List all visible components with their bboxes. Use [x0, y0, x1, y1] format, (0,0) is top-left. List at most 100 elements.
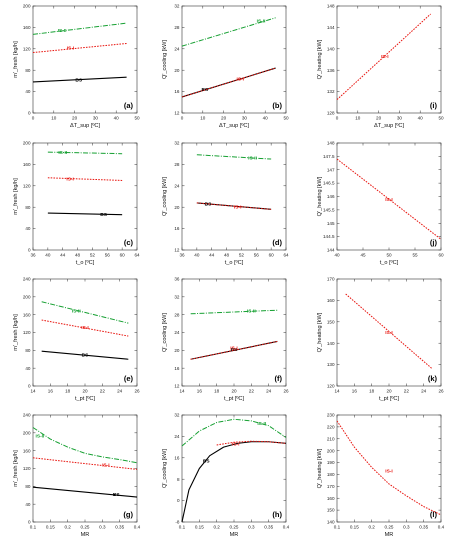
x-tick-label: 40 [263, 116, 269, 121]
x-tick-label: 56 [105, 253, 111, 258]
y-tick-label: 190 [327, 460, 335, 465]
x-tick-label: 14 [334, 389, 340, 394]
x-tick-label: 50 [134, 116, 140, 121]
series-line-is-ii [181, 418, 287, 447]
panel-j: 40 45 50 55 60 144 144.5 145 145.5 146 146.5 147 147… [317, 141, 444, 266]
x-tick-label: 0.35 [264, 525, 273, 530]
x-tick-label: 10 [51, 116, 57, 121]
x-tick-label: 0.25 [230, 525, 239, 530]
plot-frame [181, 278, 287, 387]
panel-label: (k) [428, 374, 438, 383]
series-line-is-i [336, 158, 442, 240]
panel-label: (f) [275, 374, 283, 383]
x-tick-label: 0.3 [248, 525, 255, 530]
series-label-is-ii: IS-II [58, 150, 67, 156]
x-tick-label: 0.1 [334, 525, 341, 530]
x-tick-label: 26 [283, 389, 289, 394]
plot-frame [336, 142, 442, 251]
x-tick-label: 20 [221, 116, 227, 121]
x-tick-label: 30 [397, 116, 403, 121]
series-line-is-i [336, 420, 442, 516]
series-line-bs [41, 350, 129, 360]
series-line-is-ii [47, 151, 123, 155]
y-tick-label: 0 [28, 384, 31, 389]
series-label-bs: BS [202, 87, 209, 93]
y-tick-label: 160 [23, 25, 31, 30]
x-tick-label: 18 [369, 389, 375, 394]
y-tick-label: 130 [327, 362, 335, 367]
x-tick-label: 26 [134, 389, 140, 394]
y-tick-label: 210 [327, 436, 335, 441]
series-line-is-ii [32, 427, 138, 464]
y-tick-label: 36 [174, 277, 180, 282]
y-axis-label: Q'_cooling [kW] [162, 40, 168, 79]
series-line-is-ii [41, 301, 129, 324]
x-tick-label: 0.1 [179, 525, 186, 530]
panel-h: 0.1 0.15 0.2 0.25 0.3 0.35 0.4 -8 0 8 16 24 32 MR Q'_c… [162, 413, 290, 538]
x-axis-label: MR [81, 532, 90, 538]
x-tick-label: 0.1 [30, 525, 37, 530]
x-axis-label: ΔT_sup [ºC] [374, 122, 404, 129]
panel-label: (g) [123, 510, 133, 519]
panel-label: (i) [430, 101, 438, 110]
y-tick-label: 28 [174, 162, 180, 167]
y-tick-label: 200 [23, 430, 31, 435]
y-tick-label: 144 [327, 248, 335, 253]
y-tick-label: 24 [174, 330, 180, 335]
y-tick-label: 20 [174, 348, 180, 353]
y-axis-label: m'_fresh [kg/h] [13, 314, 19, 351]
panel-k: 14 16 18 20 22 24 26 120 130 140 150 160 170 t_pt [ºC… [317, 277, 444, 402]
x-tick-label: 0.2 [213, 525, 220, 530]
x-tick-label: 40 [45, 253, 51, 258]
y-tick-label: 144 [327, 25, 335, 30]
x-tick-label: 64 [134, 253, 140, 258]
panel-label: (a) [124, 101, 134, 110]
y-tick-label: 180 [327, 472, 335, 477]
y-tick-label: 147.5 [323, 154, 335, 159]
y-tick-label: 16 [174, 226, 180, 231]
x-tick-label: 20 [231, 389, 237, 394]
y-tick-label: 144.5 [323, 234, 335, 239]
x-tick-label: 24 [266, 389, 272, 394]
y-tick-label: 145.5 [323, 207, 335, 212]
x-tick-label: 0 [32, 116, 35, 121]
series-line-bs [181, 441, 287, 523]
y-tick-label: 0 [28, 111, 31, 116]
series-label-is-ii: IS-II [247, 308, 256, 314]
y-tick-label: 140 [327, 520, 335, 525]
x-tick-label: 14 [30, 389, 36, 394]
y-tick-label: 32 [174, 141, 180, 146]
x-tick-label: 20 [376, 116, 382, 121]
series-label-is-i: IS-I [102, 463, 110, 469]
series-label-is-i: IS-I [385, 197, 393, 203]
y-tick-label: 240 [23, 277, 31, 282]
y-tick-label: 20 [174, 205, 180, 210]
x-tick-label: 0.35 [115, 525, 124, 530]
x-tick-label: 18 [65, 389, 71, 394]
y-axis-label: Q'_heating [kW] [317, 176, 323, 216]
x-tick-label: 24 [117, 389, 123, 394]
y-tick-label: 230 [327, 413, 335, 418]
y-tick-label: 32 [174, 4, 180, 9]
x-tick-label: 0 [336, 116, 339, 121]
x-tick-label: 56 [254, 253, 260, 258]
x-tick-label: 0.15 [350, 525, 359, 530]
y-tick-label: 0 [28, 248, 31, 253]
y-axis-label: Q'_heating [kW] [317, 312, 323, 352]
plot-frame [32, 278, 138, 387]
y-tick-label: 140 [327, 46, 335, 51]
panel-label: (j) [430, 238, 438, 247]
y-tick-label: 16 [174, 366, 180, 371]
series-label-bs: BS [82, 352, 89, 358]
series-line-bs [32, 486, 138, 498]
x-tick-label: 50 [283, 116, 289, 121]
series-line-is-ii [32, 22, 127, 35]
x-tick-label: 22 [249, 389, 255, 394]
x-axis-label: ΔT_sup [ºC] [70, 122, 100, 129]
x-tick-label: 60 [269, 253, 275, 258]
y-axis-label: m'_fresh [kg/h] [13, 178, 19, 215]
y-tick-label: 147 [327, 167, 335, 172]
series-label-is-i: IS-I [66, 176, 74, 182]
x-tick-label: 44 [209, 253, 215, 258]
